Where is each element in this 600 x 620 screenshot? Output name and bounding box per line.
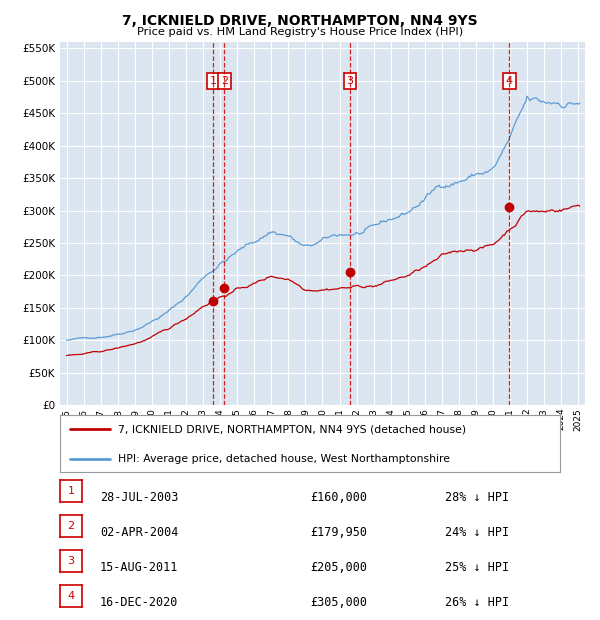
Text: 7, ICKNIELD DRIVE, NORTHAMPTON, NN4 9YS (detached house): 7, ICKNIELD DRIVE, NORTHAMPTON, NN4 9YS …	[118, 424, 466, 434]
Text: 15-AUG-2011: 15-AUG-2011	[100, 561, 178, 574]
Text: 24% ↓ HPI: 24% ↓ HPI	[445, 526, 509, 539]
Text: 2: 2	[67, 521, 74, 531]
Text: 3: 3	[347, 76, 353, 86]
Text: Price paid vs. HM Land Registry's House Price Index (HPI): Price paid vs. HM Land Registry's House …	[137, 27, 463, 37]
Text: 2: 2	[221, 76, 228, 86]
Text: £205,000: £205,000	[310, 561, 367, 574]
Text: 1: 1	[209, 76, 217, 86]
Text: 4: 4	[67, 591, 74, 601]
Text: £305,000: £305,000	[310, 596, 367, 609]
Text: 28-JUL-2003: 28-JUL-2003	[100, 491, 178, 504]
Text: 4: 4	[506, 76, 513, 86]
Text: £160,000: £160,000	[310, 491, 367, 504]
Text: 1: 1	[67, 486, 74, 496]
Text: HPI: Average price, detached house, West Northamptonshire: HPI: Average price, detached house, West…	[118, 454, 449, 464]
Text: 28% ↓ HPI: 28% ↓ HPI	[445, 491, 509, 504]
Text: 7, ICKNIELD DRIVE, NORTHAMPTON, NN4 9YS: 7, ICKNIELD DRIVE, NORTHAMPTON, NN4 9YS	[122, 14, 478, 28]
Text: £179,950: £179,950	[310, 526, 367, 539]
Text: 25% ↓ HPI: 25% ↓ HPI	[445, 561, 509, 574]
Text: 3: 3	[67, 556, 74, 566]
Text: 26% ↓ HPI: 26% ↓ HPI	[445, 596, 509, 609]
Text: 02-APR-2004: 02-APR-2004	[100, 526, 178, 539]
Text: 16-DEC-2020: 16-DEC-2020	[100, 596, 178, 609]
